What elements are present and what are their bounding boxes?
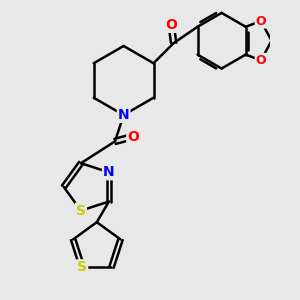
Text: N: N (118, 108, 129, 122)
Text: N: N (103, 165, 115, 179)
Text: O: O (127, 130, 139, 144)
Text: S: S (76, 204, 86, 218)
Text: O: O (256, 54, 266, 67)
Text: S: S (77, 260, 87, 274)
Text: O: O (165, 18, 177, 32)
Text: O: O (256, 14, 266, 28)
